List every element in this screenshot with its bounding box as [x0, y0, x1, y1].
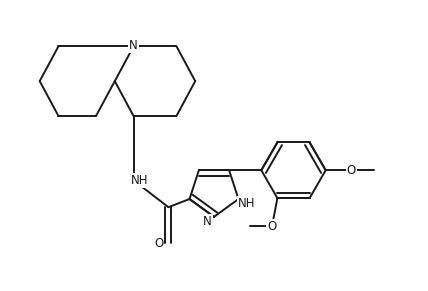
Text: O: O: [268, 219, 276, 233]
Text: O: O: [347, 164, 356, 177]
Text: O: O: [154, 237, 163, 250]
Text: NH: NH: [238, 197, 255, 210]
Text: N: N: [129, 39, 138, 52]
Text: N: N: [203, 215, 212, 228]
Text: NH: NH: [131, 174, 149, 187]
